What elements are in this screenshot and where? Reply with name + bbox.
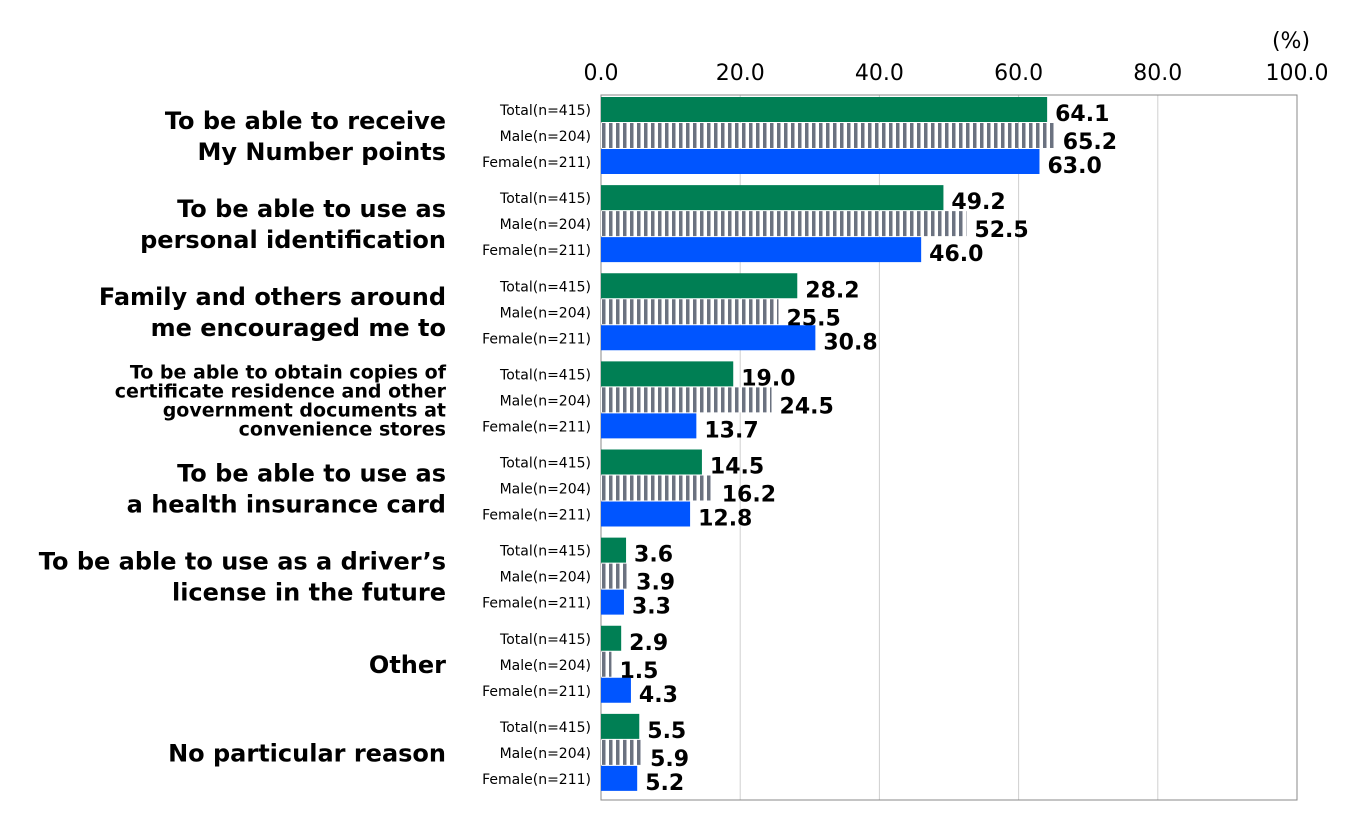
x-tick-label: 0.0 [584, 61, 619, 86]
series-label: Total(n=415) [499, 456, 591, 472]
series-label: Male(n=204) [500, 482, 591, 498]
data-label: 16.2 [722, 483, 776, 508]
series-label: Male(n=204) [500, 305, 591, 321]
series-label: Total(n=415) [499, 191, 591, 207]
category-label: me encouraged me to [151, 314, 446, 342]
category-label: personal identification [140, 226, 446, 254]
data-label: 3.9 [636, 571, 675, 596]
series-label: Total(n=415) [499, 544, 591, 560]
bar-female [601, 325, 816, 351]
category-label: To be able to use as [177, 459, 446, 487]
category-label: government documents at [163, 400, 446, 422]
series-label: Male(n=204) [500, 129, 591, 145]
bar-total [601, 185, 944, 211]
series-label: Female(n=211) [482, 508, 591, 524]
plot-frame [600, 94, 1298, 801]
bar-male [601, 211, 967, 237]
category-label: Other [369, 651, 446, 679]
category-label: To be able to obtain copies of [130, 362, 447, 384]
x-tick-label: 40.0 [855, 61, 904, 86]
series-label: Male(n=204) [500, 570, 591, 586]
series-label: Male(n=204) [500, 217, 591, 233]
category-label: To be able to use as [177, 195, 446, 223]
data-label: 3.6 [634, 543, 673, 568]
series-label: Total(n=415) [499, 632, 591, 648]
bar-male [601, 475, 714, 501]
data-label: 65.2 [1063, 130, 1117, 155]
series-label: Female(n=211) [482, 596, 591, 612]
x-tick-label: 100.0 [1266, 61, 1329, 86]
bar-female [601, 677, 631, 703]
data-label: 19.0 [741, 366, 795, 391]
bar-total [601, 273, 798, 299]
series-label: Female(n=211) [482, 419, 591, 435]
data-label: 5.5 [647, 719, 686, 744]
bar-female [601, 765, 638, 791]
series-label: Total(n=415) [499, 720, 591, 736]
series-label: Male(n=204) [500, 393, 591, 409]
category-label: To be able to receive [165, 107, 446, 135]
bar-total [601, 713, 640, 739]
data-label: 24.5 [780, 394, 834, 419]
data-label: 12.8 [698, 507, 752, 532]
series-label: Female(n=211) [482, 243, 591, 259]
data-label: 2.9 [629, 631, 668, 656]
bar-total [601, 625, 622, 651]
bar-male [601, 651, 612, 677]
series-label: Male(n=204) [500, 746, 591, 762]
category-label: certificate residence and other [115, 381, 447, 403]
series-label: Total(n=415) [499, 103, 591, 119]
category-label: No particular reason [168, 739, 446, 767]
series-label: Female(n=211) [482, 772, 591, 788]
series-label: Total(n=415) [499, 367, 591, 383]
series-label: Female(n=211) [482, 155, 591, 171]
data-label: 14.5 [710, 455, 764, 480]
bar-female [601, 149, 1040, 174]
bar-male [601, 123, 1055, 148]
x-tick-label: 20.0 [716, 61, 765, 86]
data-label: 5.9 [650, 747, 689, 772]
data-label: 64.1 [1055, 102, 1109, 127]
data-label: 46.0 [929, 242, 983, 267]
bar-female [601, 589, 624, 615]
x-tick-label: 60.0 [994, 61, 1043, 86]
category-label: license in the future [172, 579, 446, 607]
category-label: convenience stores [239, 419, 446, 441]
series-label: Male(n=204) [500, 658, 591, 674]
bar-female [601, 501, 691, 527]
data-label: 63.0 [1047, 154, 1101, 179]
bar-male [601, 387, 772, 413]
data-label: 4.3 [639, 683, 678, 708]
bar-male [601, 299, 779, 325]
series-label: Total(n=415) [499, 279, 591, 295]
series-label: Female(n=211) [482, 684, 591, 700]
category-label: a health insurance card [127, 490, 446, 518]
bar-female [601, 237, 922, 263]
data-label: 52.5 [974, 218, 1028, 243]
data-label: 30.8 [823, 330, 877, 355]
data-label: 3.3 [632, 595, 671, 620]
unit-label: (%) [1272, 29, 1310, 54]
bar-male [601, 739, 643, 765]
data-label: 49.2 [951, 190, 1005, 215]
bar-male [601, 563, 629, 589]
x-tick-label: 80.0 [1133, 61, 1182, 86]
data-label: 5.2 [645, 771, 684, 796]
bar-female [601, 413, 697, 439]
bar-total [601, 449, 702, 475]
series-label: Female(n=211) [482, 331, 591, 347]
data-label: 13.7 [704, 418, 758, 443]
category-label: To be able to use as a driver’s [39, 548, 446, 576]
category-label: Family and others around [99, 283, 446, 311]
category-label: My Number points [198, 138, 446, 166]
bar-total [601, 97, 1048, 122]
data-label: 28.2 [805, 278, 859, 303]
bar-total [601, 361, 734, 387]
bar-total [601, 537, 627, 563]
